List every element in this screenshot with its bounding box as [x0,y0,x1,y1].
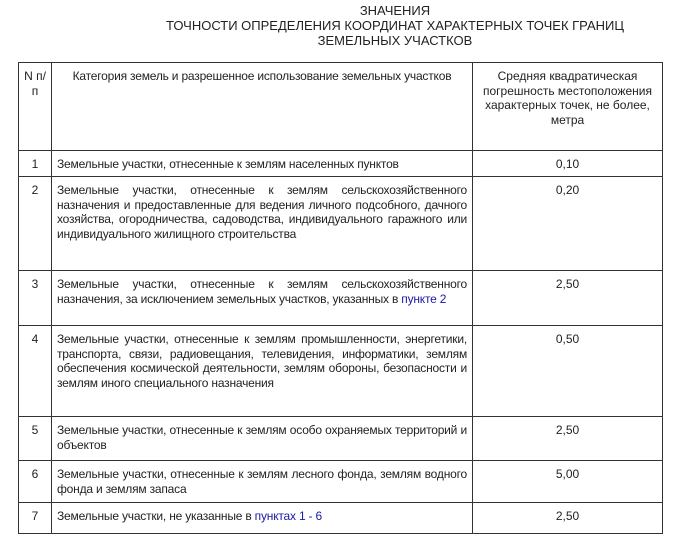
table-header-row: N п/п Категория земель и разрешенное исп… [18,62,663,151]
table-row: 2 Земельные участки, отнесенные к землям… [18,176,663,271]
row-category: Земельные участки, отнесенные к землям л… [51,460,473,503]
title-line-1: ЗНАЧЕНИЯ [359,3,431,18]
table-row: 1 Земельные участки, отнесенные к землям… [18,150,663,177]
row-value: 0,10 [472,150,663,177]
row-value: 2,50 [472,270,663,326]
header-number: N п/п [18,62,52,151]
row-value: 2,50 [472,416,663,461]
row-number: 7 [18,502,52,534]
row-number: 4 [18,325,52,417]
row-number: 5 [18,416,52,461]
row-value: 5,00 [472,460,663,503]
header-category: Категория земель и разрешенное использов… [51,62,473,151]
title-line-3: ЗЕМЕЛЬНЫХ УЧАСТКОВ [317,33,473,48]
document-title: ЗНАЧЕНИЯ ТОЧНОСТИ ОПРЕДЕЛЕНИЯ КООРДИНАТ … [100,3,684,48]
title-line-2: ТОЧНОСТИ ОПРЕДЕЛЕНИЯ КООРДИНАТ ХАРАКТЕРН… [165,18,624,33]
row-value: 2,50 [472,502,663,534]
table-row: 4 Земельные участки, отнесенные к землям… [18,325,663,417]
row-number: 2 [18,176,52,271]
row-category: Земельные участки, не указанные в пункта… [51,502,473,534]
row-number: 3 [18,270,52,326]
header-error: Средняя квадратическая погрешность место… [472,62,663,151]
accuracy-table: N п/п Категория земель и разрешенное исп… [18,62,663,534]
row-text: Земельные участки, отнесенные к землям с… [57,277,467,306]
row-number: 6 [18,460,52,503]
table-row: 5 Земельные участки, отнесенные к землям… [18,416,663,461]
row-category: Земельные участки, отнесенные к землям о… [51,416,473,461]
row-category: Земельные участки, отнесенные к землям с… [51,270,473,326]
row-text: Земельные участки, не указанные в [57,509,255,523]
table-row: 3 Земельные участки, отнесенные к землям… [18,270,663,326]
row-category: Земельные участки, отнесенные к землям п… [51,325,473,417]
link-punkt-2[interactable]: пункте 2 [401,291,447,306]
table-row: 6 Земельные участки, отнесенные к землям… [18,460,663,503]
row-value: 0,20 [472,176,663,271]
row-category: Земельные участки, отнесенные к землям н… [51,150,473,177]
table-row: 7 Земельные участки, не указанные в пунк… [18,502,663,534]
row-category: Земельные участки, отнесенные к землям с… [51,176,473,271]
row-number: 1 [18,150,52,177]
link-punkty-1-6[interactable]: пунктах 1 - 6 [254,509,322,523]
row-value: 0,50 [472,325,663,417]
